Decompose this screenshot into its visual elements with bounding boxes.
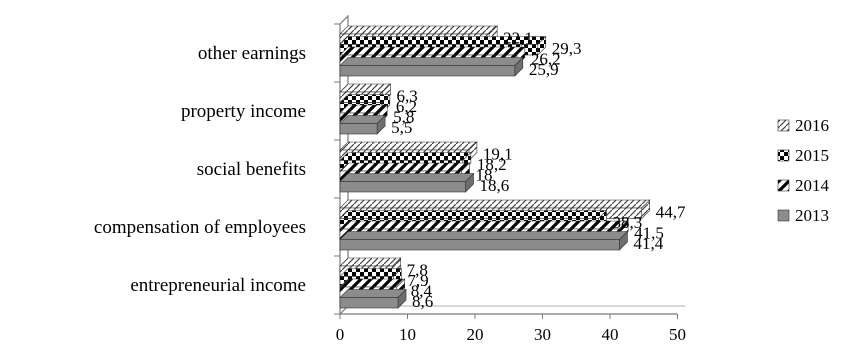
x-tick-label-20: 20 [467,325,484,344]
category-label-entrepreneurial-income: entrepreneurial income [130,275,306,296]
legend-item-2013: 2013 [777,206,829,225]
data-label-social-benefits-2015: 18,2 [477,155,507,174]
data-label-entrepreneurial-income-2013: 8,6 [412,292,433,311]
bar-property-income-2013 [339,114,386,135]
legend-swatch-2014 [777,179,790,192]
bar-other-earnings-2013 [339,56,524,77]
data-label-social-benefits-2016: 19,1 [483,145,513,164]
data-label-compensation-of-employees-2016: 44,7 [656,203,686,222]
data-label-compensation-of-employees-2014: 41,5 [634,224,664,243]
bars-layer [339,25,651,309]
legend-item-2015: 2015 [777,146,829,165]
data-label-other-earnings-2016: 22,1 [503,29,533,48]
data-label-property-income-2014: 5,8 [393,108,414,127]
x-tick-label-10: 10 [399,325,416,344]
legend-swatch-2015 [777,149,790,162]
category-label-social-benefits: social benefits [197,159,306,180]
legend-item-2014: 2014 [777,176,830,195]
legend-label-2016: 2016 [795,116,829,135]
bar-social-benefits-2013 [339,172,475,193]
bar-compensation-of-employees-2013 [339,230,629,251]
category-labels: entrepreneurial income compensation of em… [94,43,306,296]
x-tick-label-0: 0 [336,325,345,344]
legend-label-2014: 2014 [795,176,830,195]
data-label-property-income-2015: 6,2 [396,97,417,116]
legend: 2016 2015 2014 2013 [777,116,830,225]
data-label-other-earnings-2015: 29,3 [552,39,582,58]
data-label-entrepreneurial-income-2014: 8,4 [411,282,433,301]
legend-swatch-2016 [777,119,790,132]
data-label-entrepreneurial-income-2016: 7,8 [407,261,428,280]
category-label-other-earnings: other earnings [198,43,306,64]
category-label-property-income: property income [181,101,306,122]
legend-label-2013: 2013 [795,206,829,225]
x-tick-label-50: 50 [669,325,686,344]
legend-label-2015: 2015 [795,146,829,165]
x-axis-ticks: 0 10 20 30 40 50 [336,314,686,344]
x-tick-label-30: 30 [534,325,551,344]
legend-item-2016: 2016 [777,116,829,135]
data-labels: 7,87,98,48,6 44,7 38,341,541,4 19,118,21818… [391,29,686,312]
legend-swatch-2013 [777,209,790,222]
data-label-social-benefits-2014: 18 [476,166,493,185]
x-tick-label-40: 40 [602,325,619,344]
data-label-property-income-2016: 6,3 [397,87,418,106]
data-label-compensation-of-employees-2015: 38,3 [613,213,643,232]
data-label-property-income-2013: 5,5 [391,118,412,137]
data-label-other-earnings-2014: 26,2 [531,50,561,69]
bar-entrepreneurial-income-2013 [339,288,407,309]
data-label-compensation-of-employees-2013: 41,4 [633,234,663,253]
data-label-other-earnings-2013: 25,9 [529,60,559,79]
category-label-compensation-of-employees: compensation of employees [94,217,306,238]
data-label-entrepreneurial-income-2015: 7,9 [407,271,428,290]
data-label-social-benefits-2013: 18,6 [480,176,510,195]
